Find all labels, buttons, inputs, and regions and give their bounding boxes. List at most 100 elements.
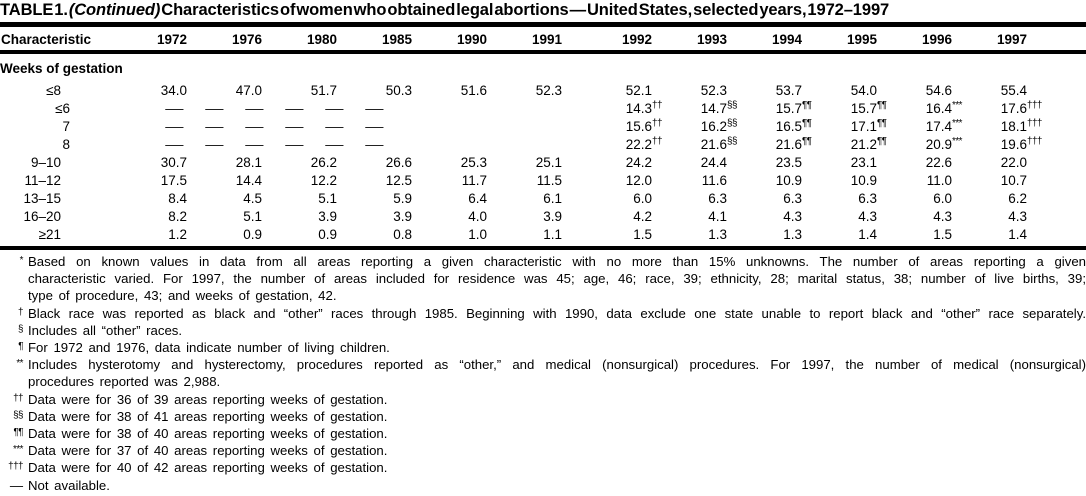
value-text: 52.3 — [700, 83, 727, 98]
header-year: 1993 — [696, 32, 727, 47]
value-text: 53.7 — [775, 83, 802, 98]
cell-value: 1.5 — [933, 226, 952, 244]
cell-value: 6.1 — [543, 190, 562, 208]
cell-value: 26.2 — [311, 154, 337, 172]
footnote-text: Data were for 37 of 40 areas reporting w… — [28, 443, 388, 459]
footnote-text: Not available. — [28, 477, 110, 493]
cell-value: 52.3 — [701, 82, 727, 100]
cell-value: 4.3 — [858, 208, 877, 226]
value-text: 4.5 — [243, 191, 262, 206]
cell-footnote-mark: §§ — [727, 118, 737, 129]
cell-value: 1.5 — [633, 226, 652, 244]
cell-value: 24.4 — [701, 154, 727, 172]
cell-value: 12.5 — [386, 172, 412, 190]
cell-value: 1.3 — [708, 226, 727, 244]
cell-value: 55.4 — [1001, 82, 1027, 100]
not-available-dash: — — [204, 137, 223, 152]
value-text: 14.4 — [235, 173, 262, 188]
value-text: 15.7 — [775, 101, 802, 116]
footnote-text: Includes hysterotomy and hysterectomy, p… — [28, 357, 1086, 373]
not-available-dash: — — [364, 119, 383, 134]
value-text: 5.1 — [318, 191, 337, 206]
cell-value: 51.6 — [461, 82, 487, 100]
value-text: 6.3 — [858, 191, 877, 206]
cell-value: 1.3 — [783, 226, 802, 244]
header-rule — [0, 50, 1086, 54]
not-available-dash: — — [164, 119, 183, 134]
cell-value: 4.3 — [783, 208, 802, 226]
cell-value: 3.9 — [318, 208, 337, 226]
value-text: 5.1 — [243, 209, 262, 224]
not-available-dash: — — [204, 119, 223, 134]
not-available-dash: — — [364, 137, 383, 152]
cell-value: 17.5 — [161, 172, 187, 190]
row-label: ≥21 — [38, 227, 61, 242]
value-text: 4.3 — [1008, 209, 1027, 224]
value-text: 21.6 — [775, 137, 802, 152]
value-text: 18.1 — [1000, 119, 1027, 134]
row-label: 9–10 — [30, 155, 61, 170]
value-text: 28.1 — [235, 155, 262, 170]
value-text: 11.7 — [461, 173, 487, 188]
cell-value: 6.2 — [1008, 190, 1027, 208]
cell-value: 15.7 ¶¶ — [851, 100, 887, 118]
value-text: 22.6 — [925, 155, 952, 170]
value-text: 16.4 — [925, 101, 952, 116]
cell-footnote-mark: ¶¶ — [877, 100, 887, 111]
cell-value: 11.5 — [537, 172, 562, 190]
title-prefix: TABLE 1. — [0, 1, 68, 19]
footnote-mark: ¶¶ — [13, 427, 23, 439]
cell-value: 30.7 — [161, 154, 187, 172]
section-heading: Weeks of gestation — [0, 61, 123, 76]
cell-value: 22.6 — [926, 154, 952, 172]
cell-value: 50.3 — [386, 82, 412, 100]
table-header-row: Characteristic 1972 1976 1980 1985 1990 1991 1… — [0, 31, 1086, 49]
cell-value: 52.1 — [626, 82, 652, 100]
header-year: 1972 — [156, 32, 187, 47]
cell-value: 17.4 *** — [926, 118, 963, 136]
cell-value: 12.2 — [311, 172, 337, 190]
header-year: 1994 — [771, 32, 802, 47]
table-row: 13–15 8.4 4.5 5.1 5.9 6.4 6.1 6.0 6.3 6.3 6.3 6.0 6.… — [0, 190, 1086, 208]
cell-value: 1.4 — [858, 226, 877, 244]
cell-value: 1.1 — [543, 226, 562, 244]
cell-footnote-mark: †† — [652, 136, 662, 147]
cell-footnote-mark: ††† — [1027, 100, 1042, 111]
header-year: 1991 — [531, 32, 562, 47]
cell-value: 19.6 ††† — [1000, 136, 1043, 154]
table-row: ≤8 34.0 47.0 51.7 50.3 51.6 52.3 52.1 52.3 53.7 54… — [0, 82, 1086, 100]
table-title: TABLE 1. (Continued) Characteristics of … — [0, 1, 889, 20]
footnote-text: type of procedure, 43; and weeks of gest… — [28, 288, 337, 304]
cell-value: 4.1 — [708, 208, 727, 226]
value-text: 55.4 — [1000, 83, 1027, 98]
row-label: 16–20 — [23, 209, 61, 224]
value-text: 16.2 — [700, 119, 727, 134]
value-text: 22.0 — [1000, 155, 1027, 170]
not-available-dash: — — [244, 119, 263, 134]
table-row: ≥21 1.2 0.9 0.9 0.8 1.0 1.1 1.5 1.3 1.3 1.4 1.5 1.4 — [0, 226, 1086, 244]
value-text: 24.4 — [700, 155, 727, 170]
not-available-dash: — — [324, 119, 343, 134]
row-label: 13–15 — [23, 191, 61, 206]
value-text: 17.6 — [1000, 101, 1027, 116]
value-text: 19.6 — [1000, 137, 1027, 152]
value-text: 1.4 — [1008, 227, 1027, 242]
row-label: ≤8 — [46, 83, 61, 98]
cell-value: 12.0 — [626, 172, 652, 190]
footnote-text: Data were for 38 of 41 areas reporting w… — [28, 408, 388, 424]
value-text: 1.1 — [543, 227, 562, 242]
value-text: 1.5 — [633, 227, 652, 242]
footnote-mark: — — [9, 477, 23, 493]
cell-value: 8.2 — [168, 208, 187, 226]
cell-value: 16.2 §§ — [700, 118, 738, 136]
not-available-dash: — — [164, 101, 183, 116]
value-text: 52.1 — [625, 83, 652, 98]
not-available-dash: — — [204, 101, 223, 116]
value-text: 11.6 — [701, 173, 727, 188]
cell-footnote-mark: ¶¶ — [802, 118, 812, 129]
cell-footnote-mark: ¶¶ — [877, 118, 887, 129]
cell-value: 11.7 — [462, 172, 487, 190]
value-text: 6.2 — [1008, 191, 1027, 206]
value-text: 54.6 — [925, 83, 952, 98]
value-text: 20.9 — [925, 137, 952, 152]
